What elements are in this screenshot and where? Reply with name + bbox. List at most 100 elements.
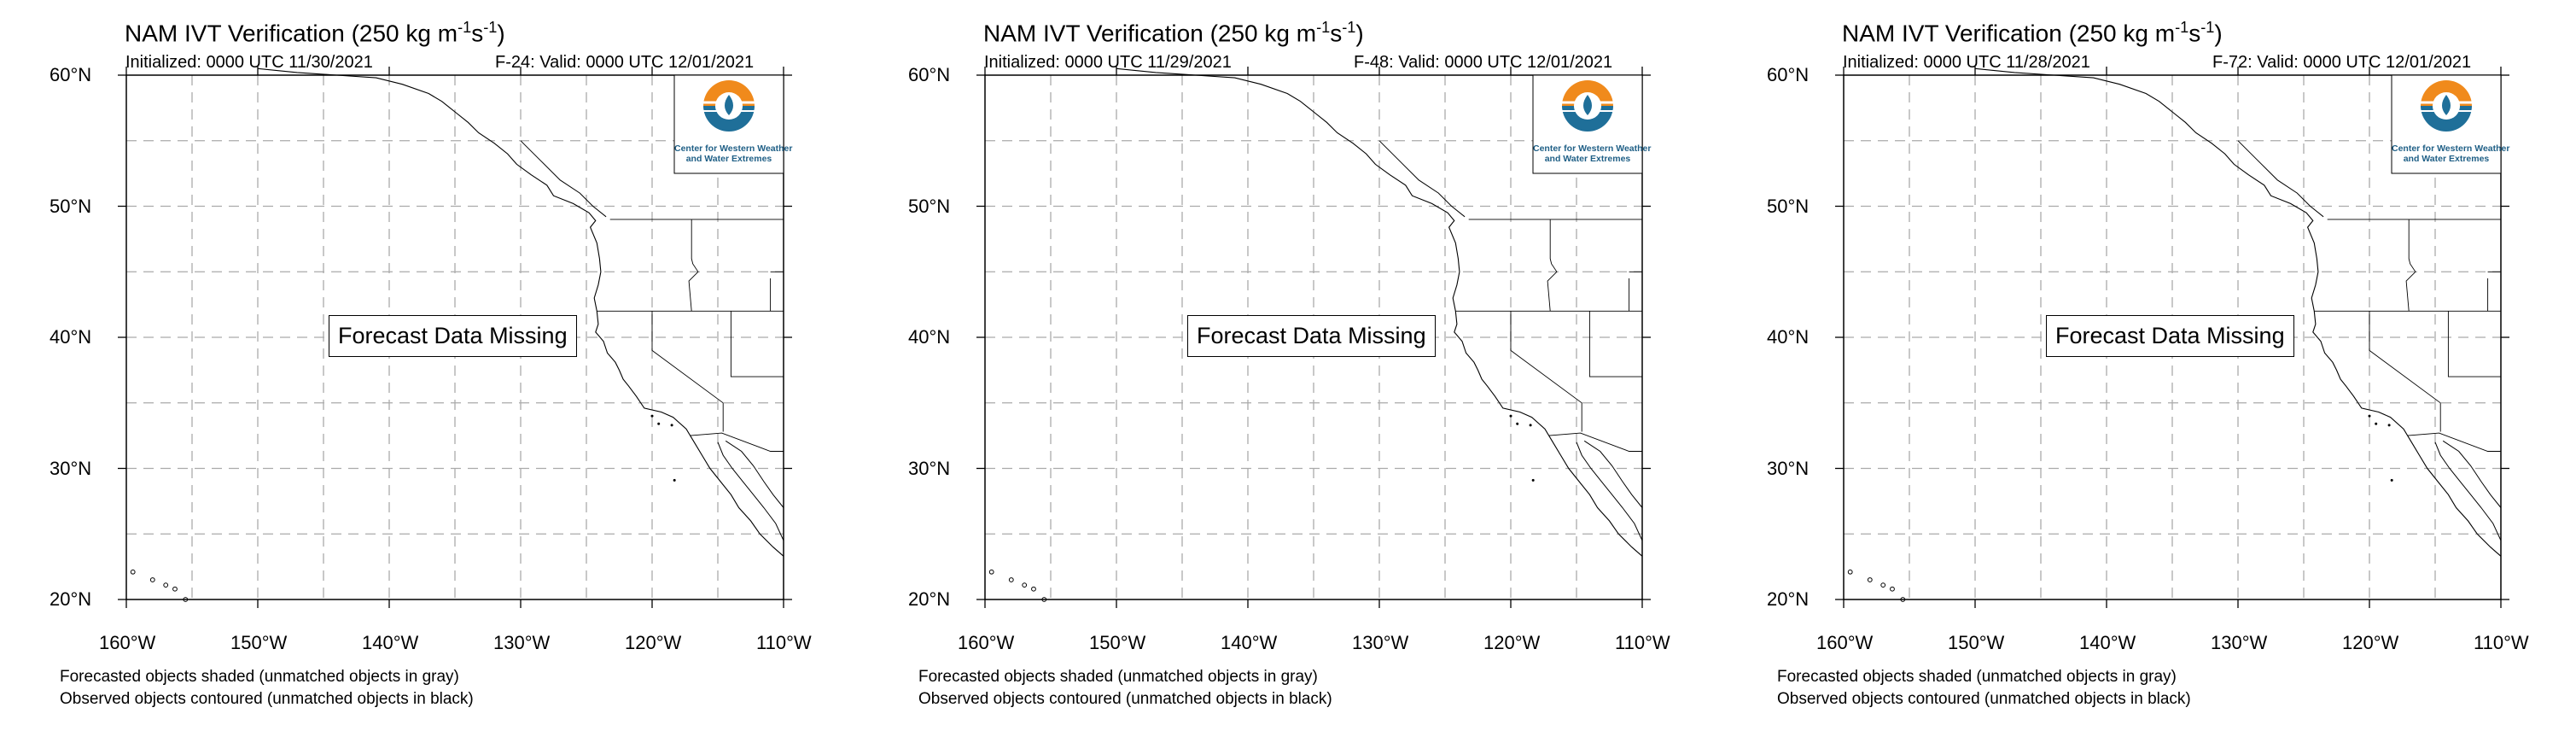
footnote-forecast: Forecasted objects shaded (unmatched obj… bbox=[918, 668, 1318, 686]
lon-label: 130°W bbox=[493, 632, 551, 653]
island bbox=[1531, 478, 1535, 482]
lat-label: 20°N bbox=[908, 588, 951, 610]
logo-caption-1: Center for Western Weather bbox=[2392, 143, 2510, 154]
lat-label: 30°N bbox=[908, 457, 951, 479]
lon-label: 150°W bbox=[1089, 632, 1146, 653]
hawaii-island bbox=[988, 569, 994, 575]
political-border bbox=[2369, 311, 2441, 432]
lon-label: 110°W bbox=[1615, 632, 1670, 653]
lon-label: 160°W bbox=[958, 632, 1015, 653]
hawaii-island bbox=[149, 577, 155, 582]
init-time-label: Initialized: 0000 UTC 11/29/2021 bbox=[984, 53, 1232, 72]
lon-label: 150°W bbox=[1948, 632, 2005, 653]
lat-label: 30°N bbox=[1767, 457, 1810, 479]
logo-caption-2: and Water Extremes bbox=[685, 154, 772, 164]
island bbox=[1529, 424, 1532, 427]
hawaii-island bbox=[163, 582, 169, 588]
lon-label: 110°W bbox=[756, 632, 812, 653]
hawaii-island bbox=[130, 569, 136, 575]
hawaii-island bbox=[1880, 582, 1886, 588]
lat-label: 60°N bbox=[908, 64, 951, 85]
coastline bbox=[257, 67, 784, 557]
island bbox=[1509, 414, 1512, 418]
lon-label: 160°W bbox=[99, 632, 156, 653]
footnote-forecast: Forecasted objects shaded (unmatched obj… bbox=[1777, 668, 2177, 686]
map-panel-3: NAM IVT Verification (250 kg m-1s-1) Init… bbox=[1717, 0, 2576, 731]
footnote-forecast: Forecasted objects shaded (unmatched obj… bbox=[60, 668, 459, 686]
island bbox=[1516, 422, 1519, 425]
logo-caption-2: and Water Extremes bbox=[1544, 154, 1631, 164]
lon-label: 120°W bbox=[1483, 632, 1541, 653]
lon-label: 130°W bbox=[2211, 632, 2268, 653]
lat-label: 40°N bbox=[908, 326, 951, 348]
init-time-label: Initialized: 0000 UTC 11/28/2021 bbox=[1843, 53, 2090, 72]
political-border bbox=[2405, 219, 2416, 312]
political-border bbox=[1547, 219, 1558, 312]
island bbox=[657, 422, 661, 425]
hawaii-island bbox=[1890, 586, 1895, 592]
lon-label: 150°W bbox=[230, 632, 288, 653]
lat-label: 20°N bbox=[1767, 588, 1810, 610]
forecast-missing-notice: Forecast Data Missing bbox=[1187, 315, 1436, 357]
logo-caption-1: Center for Western Weather bbox=[674, 143, 793, 154]
political-border bbox=[1548, 432, 1642, 452]
island bbox=[2368, 414, 2371, 418]
hawaii-island bbox=[1022, 582, 1028, 588]
island bbox=[650, 414, 654, 418]
logo-drop-icon bbox=[725, 95, 733, 115]
lon-label: 140°W bbox=[362, 632, 419, 653]
coastline-mexico bbox=[2442, 440, 2502, 508]
coastline-bc bbox=[2237, 140, 2324, 218]
island bbox=[2375, 422, 2378, 425]
island bbox=[2390, 478, 2393, 482]
lon-label: 160°W bbox=[1816, 632, 1874, 653]
political-border bbox=[730, 311, 784, 377]
lon-label: 120°W bbox=[2342, 632, 2399, 653]
coastline-mexico bbox=[725, 440, 784, 508]
coastline bbox=[1974, 67, 2502, 557]
logo-drop-icon bbox=[2442, 95, 2451, 115]
map-canvas bbox=[1835, 67, 2509, 608]
lat-label: 40°N bbox=[50, 326, 92, 348]
lat-label: 60°N bbox=[50, 64, 92, 85]
lat-label: 50°N bbox=[50, 195, 92, 217]
lon-label: 140°W bbox=[2079, 632, 2136, 653]
map-panel-1: NAM IVT Verification (250 kg m-1s-1) Init… bbox=[0, 0, 859, 731]
logo-drop-icon bbox=[1583, 95, 1592, 115]
island bbox=[673, 478, 676, 482]
forecast-missing-notice: Forecast Data Missing bbox=[329, 315, 577, 357]
coastline bbox=[1116, 67, 1643, 557]
political-border bbox=[1588, 311, 1642, 377]
panel-title: NAM IVT Verification (250 kg m-1s-1) bbox=[1842, 19, 2223, 47]
logo-caption-1: Center for Western Weather bbox=[1533, 143, 1652, 154]
lat-label: 50°N bbox=[1767, 195, 1810, 217]
coastline-mexico bbox=[1583, 440, 1643, 508]
lon-label: 140°W bbox=[1221, 632, 1278, 653]
lat-label: 50°N bbox=[908, 195, 951, 217]
lat-label: 40°N bbox=[1767, 326, 1810, 348]
coastline-baja bbox=[1576, 442, 1643, 541]
hawaii-island bbox=[1008, 577, 1014, 582]
lon-label: 130°W bbox=[1352, 632, 1409, 653]
map-panel-2: NAM IVT Verification (250 kg m-1s-1) Init… bbox=[859, 0, 1717, 731]
political-border bbox=[688, 219, 699, 312]
lat-label: 60°N bbox=[1767, 64, 1810, 85]
map-canvas bbox=[118, 67, 792, 608]
political-border bbox=[1510, 311, 1582, 432]
valid-time-label: F-24: Valid: 0000 UTC 12/01/2021 bbox=[495, 53, 755, 72]
lon-label: 110°W bbox=[2474, 632, 2529, 653]
init-time-label: Initialized: 0000 UTC 11/30/2021 bbox=[125, 53, 373, 72]
coastline-bc bbox=[1378, 140, 1466, 218]
lat-label: 30°N bbox=[50, 457, 92, 479]
valid-time-label: F-72: Valid: 0000 UTC 12/01/2021 bbox=[2212, 53, 2472, 72]
map-canvas bbox=[976, 67, 1651, 608]
island bbox=[670, 424, 673, 427]
political-border bbox=[2447, 311, 2501, 377]
footnote-observed: Observed objects contoured (unmatched ob… bbox=[1777, 690, 2191, 708]
political-border bbox=[2407, 432, 2501, 452]
valid-time-label: F-48: Valid: 0000 UTC 12/01/2021 bbox=[1354, 53, 1613, 72]
footnote-observed: Observed objects contoured (unmatched ob… bbox=[918, 690, 1332, 708]
coastline-bc bbox=[520, 140, 607, 218]
island bbox=[2387, 424, 2391, 427]
forecast-missing-notice: Forecast Data Missing bbox=[2046, 315, 2294, 357]
